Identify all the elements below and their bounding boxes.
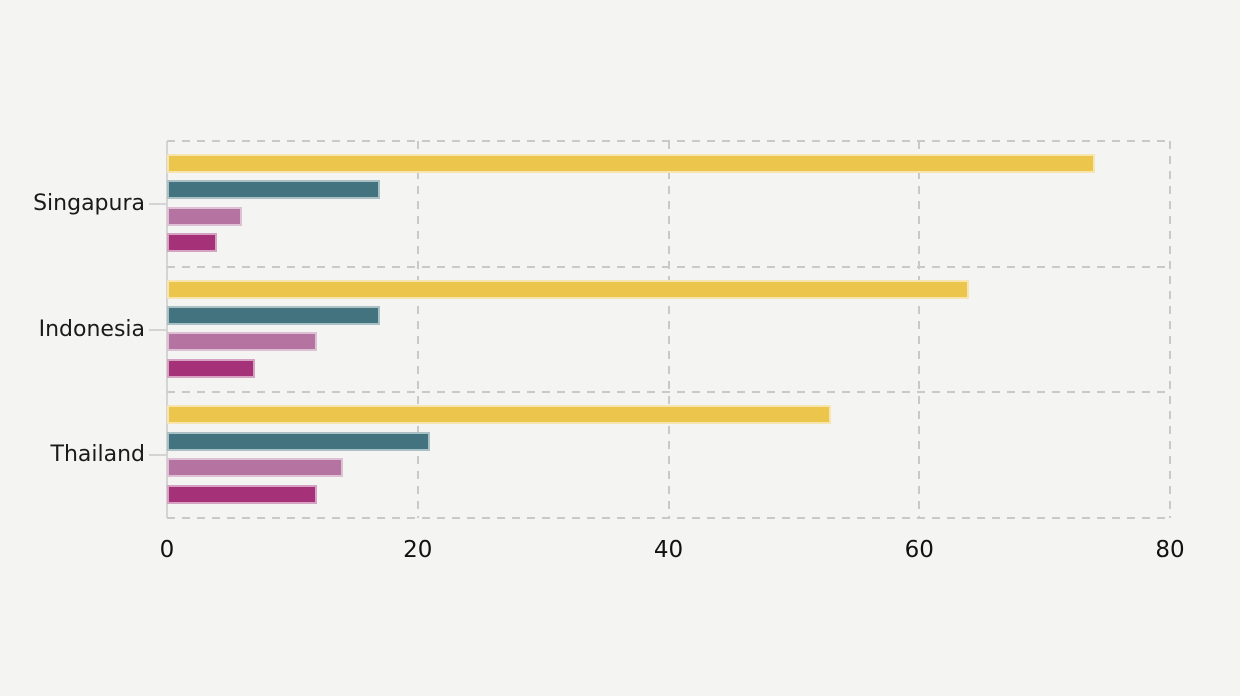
bar-thailand-teal <box>167 431 431 451</box>
bar-singapura-mauve <box>167 206 243 226</box>
bar-indonesia-magenta <box>167 358 255 378</box>
category-tick-singapura <box>149 202 166 205</box>
x-tick-label-80: 80 <box>1155 537 1185 563</box>
horizontal-gridline-0 <box>167 140 1170 142</box>
plot-area <box>149 140 1171 519</box>
bar-singapura-magenta <box>167 233 218 253</box>
category-tick-indonesia <box>149 328 166 331</box>
bar-thailand-magenta <box>167 484 318 504</box>
bar-thailand-mauve <box>167 458 343 478</box>
horizontal-gridline-1 <box>167 265 1170 268</box>
x-tick-label-0: 0 <box>159 537 175 563</box>
category-label-thailand: Thailand <box>50 442 145 468</box>
y-axis-line <box>166 141 168 518</box>
bar-singapura-yellow <box>167 154 1095 173</box>
vertical-gridline-60 <box>918 141 921 518</box>
horizontal-gridline-2 <box>167 391 1170 394</box>
category-label-indonesia: Indonesia <box>38 316 145 342</box>
bar-indonesia-yellow <box>167 279 970 299</box>
bar-singapura-teal <box>167 180 381 200</box>
horizontal-gridline-3 <box>167 517 1170 519</box>
vertical-gridline-20 <box>416 141 419 518</box>
x-tick-label-20: 20 <box>403 537 433 563</box>
bar-indonesia-teal <box>167 306 381 326</box>
category-tick-thailand <box>149 454 166 457</box>
bar-thailand-yellow <box>167 405 832 425</box>
x-tick-label-60: 60 <box>904 537 934 563</box>
vertical-gridline-80 <box>1169 141 1171 518</box>
bar-indonesia-mauve <box>167 332 318 352</box>
x-tick-label-40: 40 <box>653 537 684 563</box>
vertical-gridline-40 <box>667 141 670 518</box>
category-label-singapura: Singapura <box>33 190 145 216</box>
